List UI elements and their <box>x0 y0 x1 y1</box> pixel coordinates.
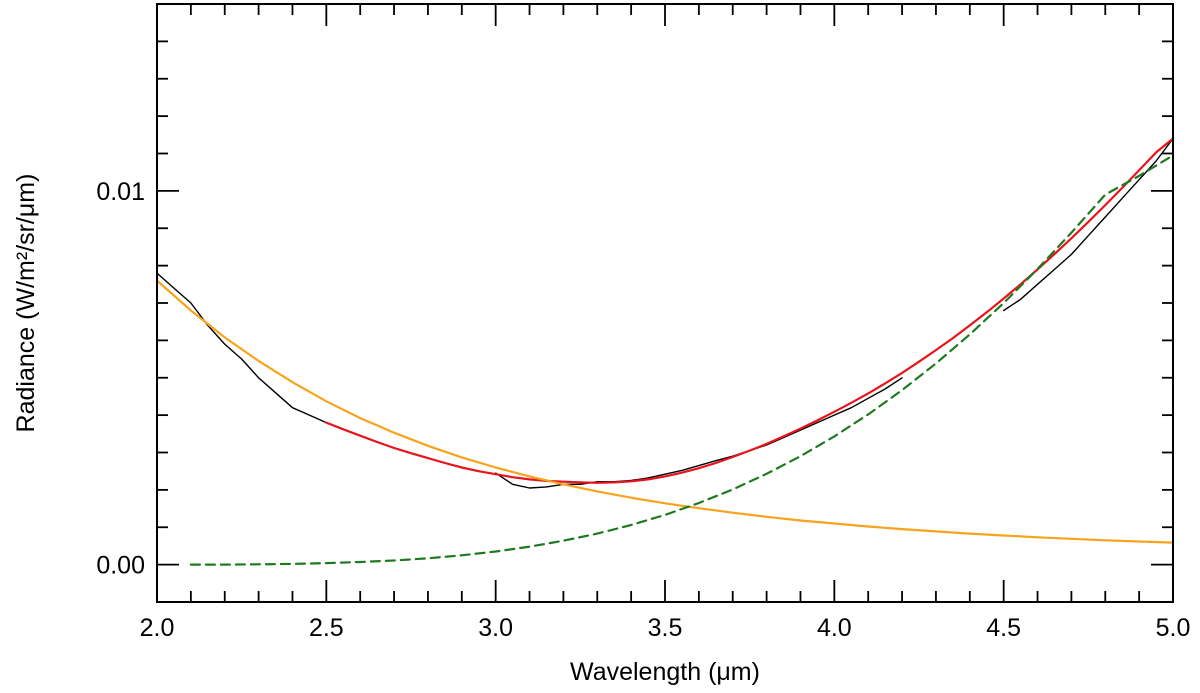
series-line-reflected-component-0 <box>155 279 1175 544</box>
series-line-thermal-component-0 <box>189 154 1175 566</box>
plot-frame <box>156 3 1174 603</box>
x-tick-label: 5.0 <box>1156 614 1191 642</box>
x-tick-label: 2.0 <box>140 614 175 642</box>
series-line-total-model-0 <box>325 137 1175 484</box>
series-line-observed-2 <box>1003 137 1174 312</box>
x-tick-label: 3.0 <box>478 614 513 642</box>
x-tick-label: 2.5 <box>309 614 344 642</box>
series-line-observed-0 <box>156 272 327 424</box>
series-line-observed-1 <box>495 377 903 489</box>
tick-layer <box>156 3 1174 603</box>
y-tick-label: 0.01 <box>96 178 145 206</box>
x-axis-title: Wavelength (μm) <box>570 658 760 686</box>
x-tick-label: 3.5 <box>648 614 683 642</box>
tick-label-layer: 2.0 2.5 3.0 3.5 4.0 4.5 5.0 0.00 0.01 <box>96 178 1190 642</box>
series-layer <box>155 137 1175 566</box>
y-axis-title: Radiance (W/m²/sr/μm) <box>12 174 40 433</box>
x-tick-label: 4.0 <box>817 614 852 642</box>
x-tick-label: 4.5 <box>986 614 1021 642</box>
y-tick-label: 0.00 <box>96 552 145 580</box>
